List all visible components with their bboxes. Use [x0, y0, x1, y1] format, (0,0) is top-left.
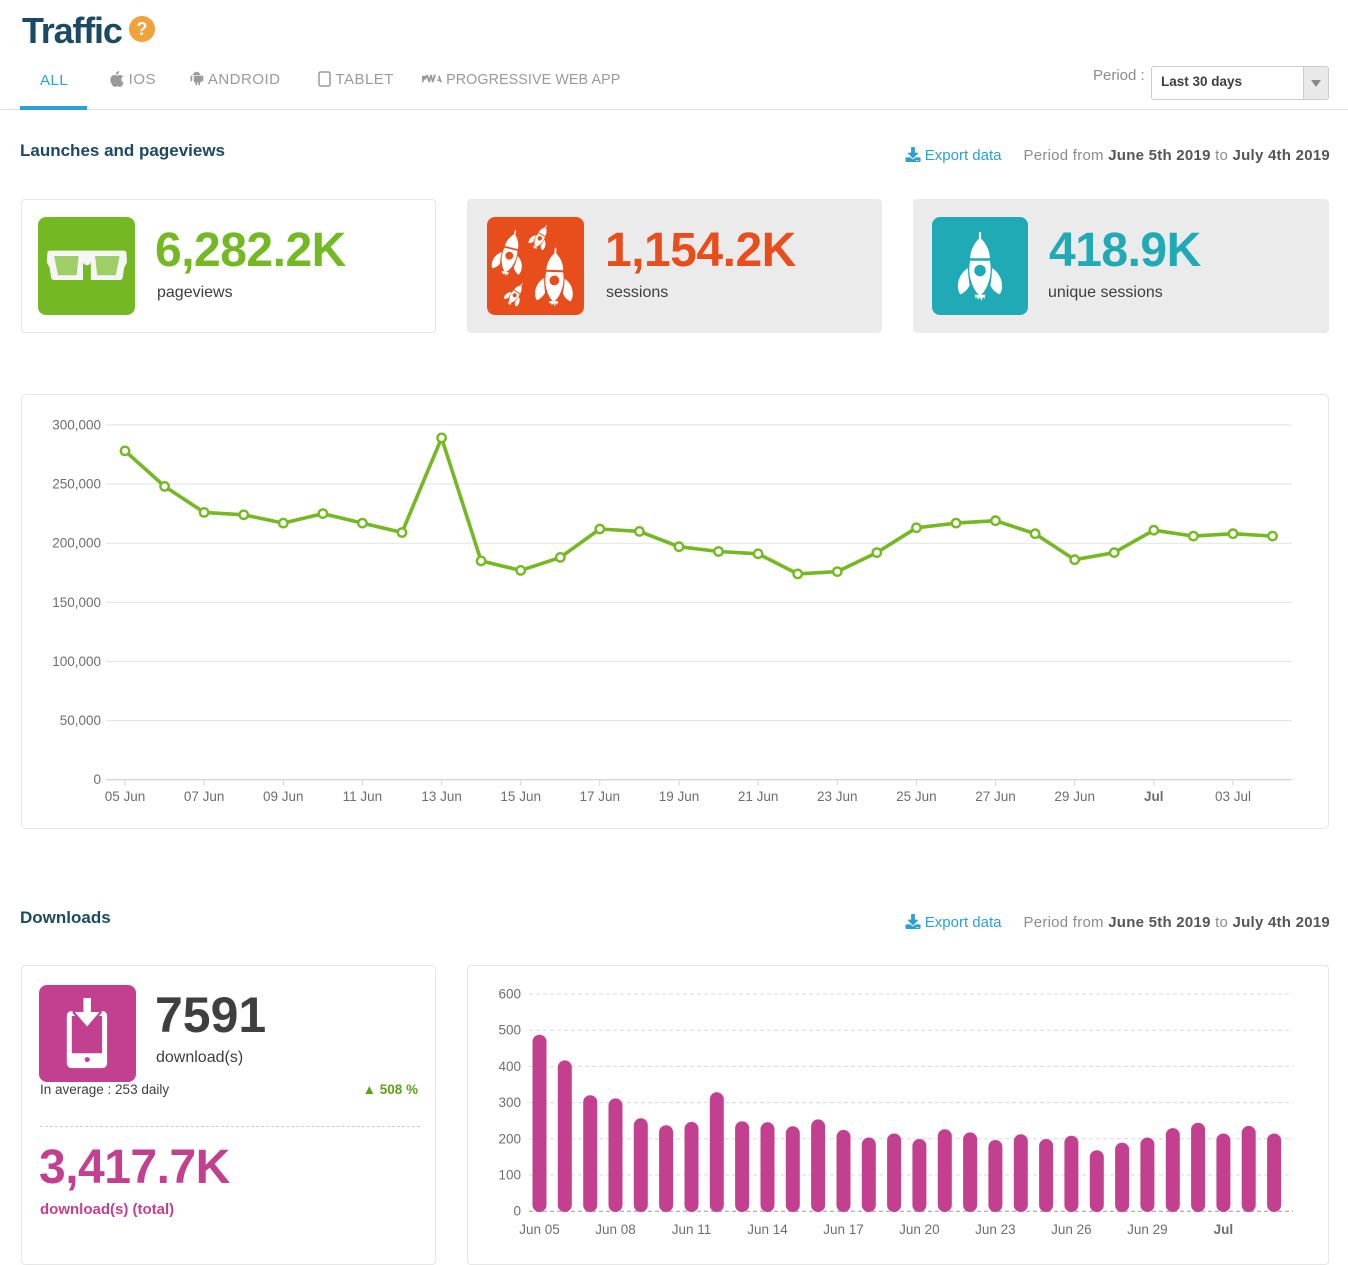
svg-text:250,000: 250,000 — [52, 477, 101, 492]
svg-text:400: 400 — [498, 1059, 521, 1074]
svg-text:Jun 14: Jun 14 — [747, 1222, 788, 1237]
svg-text:27 Jun: 27 Jun — [975, 789, 1016, 804]
svg-text:Jun 20: Jun 20 — [899, 1222, 940, 1237]
svg-text:600: 600 — [498, 987, 521, 1002]
svg-text:Jun 08: Jun 08 — [595, 1222, 636, 1237]
svg-text:15 Jun: 15 Jun — [500, 789, 541, 804]
svg-text:Jul: Jul — [1144, 789, 1164, 804]
svg-text:07 Jun: 07 Jun — [184, 789, 225, 804]
svg-text:0: 0 — [93, 772, 101, 787]
svg-text:29 Jun: 29 Jun — [1054, 789, 1095, 804]
svg-text:Jun 23: Jun 23 — [975, 1222, 1016, 1237]
svg-text:500: 500 — [498, 1023, 521, 1038]
svg-text:Jun 17: Jun 17 — [823, 1222, 864, 1237]
svg-text:05 Jun: 05 Jun — [105, 789, 146, 804]
svg-text:50,000: 50,000 — [60, 713, 101, 728]
svg-text:11 Jun: 11 Jun — [343, 789, 383, 804]
svg-text:Jun 11: Jun 11 — [672, 1222, 712, 1237]
svg-text:Jun 26: Jun 26 — [1051, 1222, 1092, 1237]
svg-text:21 Jun: 21 Jun — [738, 789, 779, 804]
svg-text:09 Jun: 09 Jun — [263, 789, 304, 804]
svg-text:25 Jun: 25 Jun — [896, 789, 937, 804]
svg-text:300,000: 300,000 — [52, 417, 101, 432]
svg-text:17 Jun: 17 Jun — [580, 789, 621, 804]
svg-text:19 Jun: 19 Jun — [659, 789, 700, 804]
svg-text:300: 300 — [498, 1095, 521, 1110]
svg-text:200: 200 — [498, 1131, 521, 1146]
svg-text:03 Jul: 03 Jul — [1215, 789, 1251, 804]
svg-text:100,000: 100,000 — [52, 654, 101, 669]
svg-text:100: 100 — [498, 1168, 521, 1183]
svg-text:Jun 05: Jun 05 — [519, 1222, 560, 1237]
svg-text:Jun 29: Jun 29 — [1127, 1222, 1168, 1237]
svg-text:Jul: Jul — [1214, 1222, 1234, 1237]
svg-text:0: 0 — [513, 1204, 521, 1219]
svg-text:150,000: 150,000 — [52, 595, 101, 610]
svg-text:13 Jun: 13 Jun — [421, 789, 462, 804]
svg-text:200,000: 200,000 — [52, 536, 101, 551]
svg-text:23 Jun: 23 Jun — [817, 789, 858, 804]
